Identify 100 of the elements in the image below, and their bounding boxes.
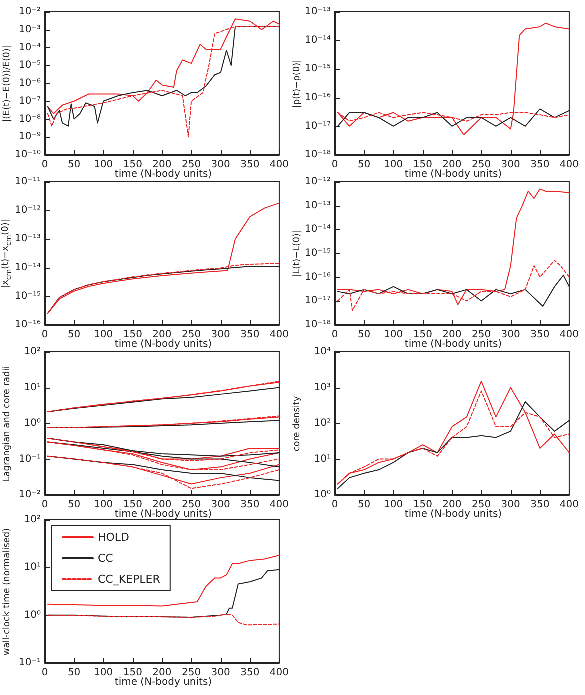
x-tick-label: 200: [152, 668, 172, 678]
y-tick-label: 10⁻¹⁵: [14, 290, 41, 302]
y-tick-label: 10⁻¹: [18, 454, 41, 465]
x-tick-label: 250: [182, 160, 202, 170]
x-tick-label: 150: [123, 330, 142, 340]
y-tick-label: 10⁻¹⁴: [304, 35, 331, 46]
y-tick-label: 10⁻¹⁴: [304, 224, 331, 236]
x-tick-label: 400: [560, 330, 580, 340]
x-tick-label: 100: [384, 500, 404, 510]
x-tick-label: 350: [530, 160, 550, 170]
y-tick-label: 10⁻³: [18, 24, 41, 36]
x-tick-label: 100: [384, 160, 404, 170]
x-tick-label: 300: [501, 500, 520, 510]
x-tick-label: 0: [332, 160, 338, 170]
y-tick-label: 10⁻¹⁵: [304, 64, 331, 75]
y-tick-label: 10⁻¹²: [14, 205, 41, 216]
x-tick-label: 100: [94, 668, 114, 678]
y-tick-label: 10¹: [24, 382, 41, 394]
x-tick-label: 400: [270, 500, 290, 510]
x-tick-label: 350: [240, 500, 260, 510]
x-tick-label: 250: [182, 500, 202, 510]
y-tick-label: 10⁻¹⁷: [304, 120, 331, 132]
x-tick-label: 0: [42, 500, 48, 510]
y-tick-label: 10²: [314, 418, 331, 429]
y-tick-label: 10⁻¹: [18, 658, 41, 668]
x-tick-label: 300: [501, 160, 520, 170]
y-tick-label: 10⁰: [314, 490, 331, 500]
line-series: [47, 614, 280, 626]
y-tick-label: 10⁻²: [18, 6, 41, 18]
x-tick-label: 150: [413, 330, 432, 340]
x-axis-title: time (N-body units): [404, 169, 502, 181]
y-axis-title: wall-clock time (normalised): [2, 528, 14, 656]
y-tick-label: 10⁻¹⁷: [304, 296, 331, 307]
x-tick-label: 150: [123, 500, 142, 510]
x-tick-label: 200: [152, 330, 172, 340]
x-tick-label: 250: [182, 330, 202, 340]
x-tick-label: 250: [472, 160, 492, 170]
y-axis-title: |(E(t)−E(0))/E(0)|: [2, 45, 14, 122]
x-tick-label: 50: [68, 668, 81, 678]
x-axis-title: time (N-body units): [114, 677, 212, 689]
x-axis-title: time (N-body units): [114, 169, 212, 181]
y-axis-title: Lagrangian and core radii: [2, 366, 14, 482]
x-tick-label: 50: [358, 160, 371, 170]
x-tick-label: 400: [270, 160, 290, 170]
x-tick-label: 50: [68, 500, 81, 510]
y-tick-label: 10⁰: [24, 610, 41, 621]
x-tick-label: 0: [332, 500, 338, 510]
y-tick-label: 10⁻¹⁰: [14, 150, 41, 160]
y-tick-label: 10⁻⁷: [18, 96, 41, 107]
x-tick-label: 150: [413, 500, 432, 510]
x-tick-label: 350: [530, 330, 550, 340]
x-tick-label: 350: [240, 668, 260, 678]
x-tick-label: 0: [332, 330, 338, 340]
x-tick-label: 300: [211, 330, 230, 340]
y-tick-label: 10⁻¹⁸: [304, 320, 331, 330]
x-axis-title: time (N-body units): [404, 509, 502, 521]
y-tick-label: 10⁻¹²: [304, 176, 331, 188]
x-tick-label: 200: [442, 500, 462, 510]
y-tick-label: 10⁻¹¹: [14, 176, 41, 188]
x-tick-label: 150: [123, 668, 142, 678]
y-tick-label: 10⁻⁴: [18, 42, 41, 54]
y-tick-label: 10⁻⁵: [18, 60, 41, 72]
y-tick-label: 10⁻¹³: [304, 200, 331, 212]
x-tick-label: 50: [68, 330, 81, 340]
x-tick-label: 300: [501, 330, 520, 340]
x-axis-title: time (N-body units): [404, 339, 502, 351]
x-tick-label: 400: [270, 668, 290, 678]
x-tick-label: 0: [42, 668, 48, 678]
x-tick-label: 200: [152, 500, 172, 510]
y-tick-label: 10⁻⁹: [18, 132, 41, 143]
x-tick-label: 100: [94, 330, 114, 340]
x-tick-label: 50: [358, 330, 371, 340]
x-tick-label: 0: [42, 330, 48, 340]
y-tick-label: 10³: [314, 382, 331, 394]
y-tick-label: 10⁻¹⁶: [304, 272, 331, 283]
x-tick-label: 100: [94, 500, 114, 510]
y-tick-label: 10⁻⁸: [18, 114, 41, 125]
x-tick-label: 350: [240, 330, 260, 340]
y-tick-label: 10¹: [314, 454, 331, 465]
x-tick-label: 300: [211, 500, 230, 510]
y-axis-title: core density: [292, 396, 304, 452]
x-tick-label: 300: [211, 160, 230, 170]
y-tick-label: 10⁻¹⁶: [304, 92, 331, 104]
y-tick-label: 10⁻²: [18, 490, 41, 500]
x-axis-title: time (N-body units): [114, 509, 212, 521]
x-tick-label: 400: [560, 160, 580, 170]
legend-label: CC: [98, 552, 114, 565]
y-tick-label: 10⁻¹⁶: [14, 320, 41, 330]
y-tick-label: 10⁻¹⁴: [14, 262, 41, 274]
x-tick-label: 250: [182, 668, 202, 678]
x-tick-label: 100: [384, 330, 404, 340]
x-tick-label: 300: [211, 668, 230, 678]
y-tick-label: 10⁻⁶: [18, 78, 41, 89]
x-tick-label: 350: [240, 160, 260, 170]
legend-label: HOLD: [98, 531, 130, 544]
x-axis-title: time (N-body units): [114, 339, 212, 351]
x-tick-label: 50: [68, 160, 81, 170]
x-tick-label: 350: [530, 500, 550, 510]
y-tick-label: 10⁴: [314, 346, 331, 358]
x-tick-label: 150: [123, 160, 142, 170]
